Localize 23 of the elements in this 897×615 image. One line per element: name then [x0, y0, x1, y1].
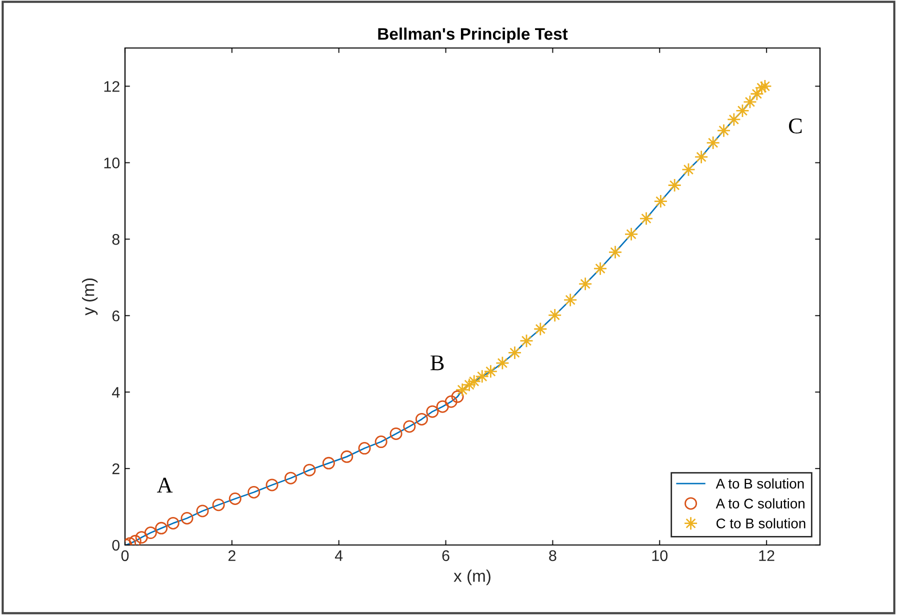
y-tick-label: 8 [112, 234, 120, 245]
y-tick-label: 2 [112, 463, 120, 474]
annotation: A [156, 478, 173, 492]
x-tick-label: 6 [442, 550, 450, 562]
x-tick-label: 10 [652, 550, 668, 562]
y-tick-label: 4 [112, 387, 120, 398]
legend-label: A to C solution [716, 498, 804, 508]
x-tick-label: 0 [121, 550, 129, 562]
y-tick-label: 6 [112, 310, 120, 322]
y-tick-label: 10 [104, 158, 120, 168]
y-axis-title: y (m) [82, 278, 98, 316]
x-tick-label: 8 [549, 550, 556, 562]
x-tick-label: 2 [228, 550, 236, 561]
annotation: C [788, 118, 802, 134]
x-tick-label: 12 [759, 550, 774, 561]
legend-label: C to B solution [716, 518, 806, 528]
x-tick-label: 4 [334, 550, 343, 561]
annotation: B [430, 356, 444, 370]
y-tick-label: 0 [112, 540, 120, 551]
legend-label: A to B solution [716, 478, 804, 489]
x-axis-title: x (m) [454, 570, 490, 586]
y-tick-label: 12 [104, 81, 120, 92]
chart-title: Bellman's Principle Test [378, 28, 568, 44]
